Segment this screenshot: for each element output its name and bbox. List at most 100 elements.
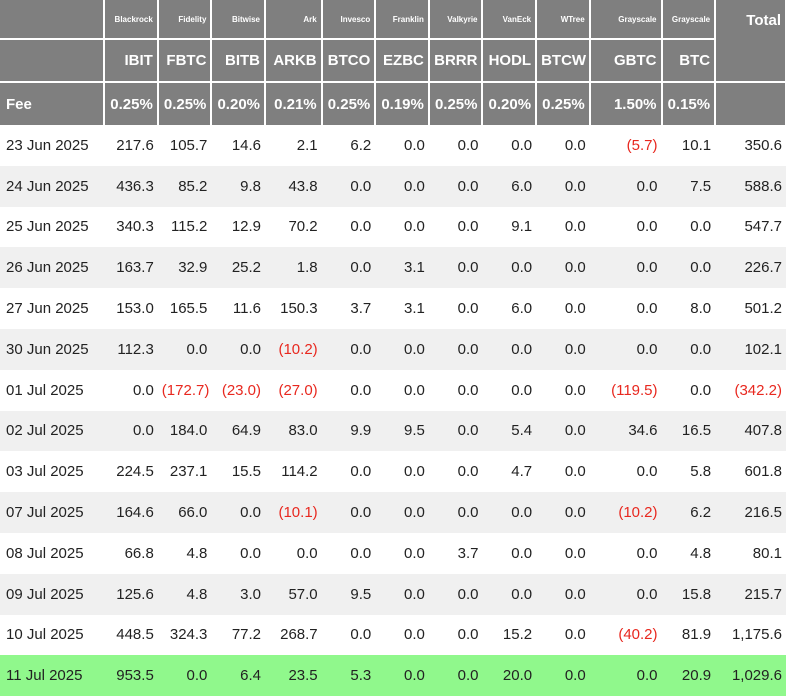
flow-value-brrr: 0.0	[457, 300, 479, 318]
flow-value-hodl: 0.0	[511, 381, 533, 399]
table-row: 27 Jun 2025 153.0 165.5 11.6 150.3 3.7 3.1 0.0 6…	[0, 288, 786, 329]
flow-value-ezbc: 0.0	[375, 492, 429, 533]
flow-value-bitb: (23.0)	[221, 381, 262, 399]
flow-value-btc: 7.5	[661, 165, 716, 207]
flow-value-brrr: 0.0	[428, 573, 483, 615]
row-total: 1,029.6	[715, 655, 786, 697]
row-date: 08 Jul 2025	[6, 544, 84, 562]
flow-value-bitb: 14.6	[231, 136, 262, 154]
flow-value-fbtc: 115.2	[170, 218, 208, 236]
flow-value-brrr: 0.0	[457, 626, 479, 644]
row-total: 407.8	[715, 410, 786, 452]
flow-value-gbtc: 0.0	[589, 165, 662, 207]
fee-value: 0.20%	[482, 81, 538, 125]
flow-value-gbtc: (40.2)	[618, 626, 658, 644]
flow-value-ezbc: 3.1	[404, 300, 425, 318]
flow-value-btco: 0.0	[321, 165, 376, 207]
flow-value-btc: 16.5	[661, 410, 716, 452]
row-total: (342.2)	[734, 381, 782, 399]
flow-value-hodl: 4.7	[511, 463, 533, 481]
row-total: 215.7	[715, 573, 786, 615]
flow-value-btc: 15.8	[661, 573, 716, 615]
flow-value-ibit: 436.3	[104, 165, 158, 207]
row-total: 216.5	[715, 492, 786, 533]
flow-value-gbtc: 34.6	[589, 410, 662, 452]
fee-value: 0.25%	[428, 81, 484, 125]
flow-value-fbtc: 0.0	[157, 328, 212, 370]
flow-value-btcw: 0.0	[536, 492, 590, 533]
flow-value-brrr: 0.0	[457, 463, 479, 481]
flow-value-hodl: 0.0	[482, 492, 537, 533]
flow-value-gbtc: 0.0	[636, 218, 658, 236]
flow-value-arkb: (10.1)	[265, 492, 322, 533]
ticker-header: HODL	[482, 38, 538, 82]
flow-value-ibit: 953.5	[104, 655, 158, 697]
flow-value-gbtc: 0.0	[636, 463, 658, 481]
row-date: 25 Jun 2025	[6, 218, 89, 236]
flow-value-gbtc: (119.5)	[611, 381, 658, 399]
flow-value-btcw: 0.0	[564, 136, 586, 154]
row-date: 03 Jul 2025	[6, 463, 84, 481]
table-row: 07 Jul 2025 164.6 66.0 0.0 (10.1) 0.0 0.0 0.0 0.…	[0, 492, 786, 533]
flow-value-arkb: 70.2	[288, 218, 318, 236]
flow-value-gbtc: 0.0	[589, 328, 662, 370]
flow-value-btcw: 0.0	[564, 300, 586, 318]
fee-value: 0.21%	[265, 81, 323, 125]
issuer-header: WTree	[536, 0, 591, 39]
flow-value-ezbc: 0.0	[375, 655, 429, 697]
flow-value-hodl: 0.0	[482, 328, 537, 370]
flow-value-hodl: 6.0	[511, 300, 533, 318]
flow-value-ezbc: 0.0	[375, 328, 429, 370]
flow-value-arkb: 43.8	[265, 165, 322, 207]
flow-value-arkb: (27.0)	[278, 381, 318, 399]
row-date: 01 Jul 2025	[6, 381, 84, 399]
table-row: 08 Jul 2025 66.8 4.8 0.0 0.0 0.0 0.0 3.7 0.0 0.0 0…	[0, 533, 786, 574]
issuer-header: Bitwise	[211, 0, 267, 39]
fee-value: 0.20%	[211, 81, 267, 125]
table-row: 23 Jun 2025 217.6 105.7 14.6 2.1 6.2 0.0 0.0 0.0…	[0, 125, 786, 166]
flow-value-gbtc: 0.0	[636, 544, 658, 562]
table-row: 02 Jul 2025 0.0 184.0 64.9 83.0 9.9 9.5 0.0 5.4 0…	[0, 410, 786, 452]
flow-value-btco: 0.0	[350, 544, 372, 562]
flow-value-bitb: 9.8	[211, 165, 266, 207]
row-date: 07 Jul 2025	[0, 492, 105, 533]
flow-value-ezbc: 0.0	[404, 463, 425, 481]
flow-value-hodl: 20.0	[482, 655, 537, 697]
flow-value-hodl: 5.4	[482, 410, 537, 452]
row-date: 02 Jul 2025	[0, 410, 105, 452]
row-date: 26 Jun 2025	[0, 247, 105, 289]
flow-value-bitb: 15.5	[231, 463, 262, 481]
flow-value-ibit: 66.8	[124, 544, 154, 562]
flow-value-btco: 0.0	[350, 218, 372, 236]
fee-total-blank	[715, 81, 787, 125]
flow-value-ezbc: 0.0	[404, 381, 425, 399]
flow-value-hodl: 6.0	[482, 165, 537, 207]
flow-value-ezbc: 0.0	[375, 165, 429, 207]
flow-value-btco: 0.0	[321, 492, 376, 533]
flow-value-ibit: 224.5	[116, 463, 154, 481]
row-date: 11 Jul 2025	[0, 655, 105, 697]
row-total: 547.7	[744, 218, 782, 236]
flow-value-brrr: 0.0	[428, 328, 483, 370]
row-date: 10 Jul 2025	[6, 626, 84, 644]
flow-value-gbtc: 0.0	[589, 573, 662, 615]
row-total: 1,175.6	[731, 626, 782, 644]
flow-value-hodl: 9.1	[511, 218, 533, 236]
flow-value-btc: 4.8	[690, 544, 712, 562]
row-date: 24 Jun 2025	[0, 165, 105, 207]
flow-value-btco: 3.7	[350, 300, 372, 318]
table-row: 25 Jun 2025 340.3 115.2 12.9 70.2 0.0 0.0 0.0 9.…	[0, 207, 786, 248]
issuer-header-row: Blackrock Fidelity Bitwise Ark Invesco F…	[0, 0, 787, 82]
flow-value-btco: 9.9	[321, 410, 376, 452]
flow-value-btc: 0.0	[661, 328, 716, 370]
flow-value-brrr: 0.0	[428, 655, 483, 697]
flow-value-btc: 0.0	[690, 381, 712, 399]
ticker-header: BTCW	[536, 38, 591, 82]
flow-value-brrr: 0.0	[428, 492, 483, 533]
flow-value-bitb: 0.0	[211, 492, 266, 533]
issuer-header: Valkyrie	[428, 0, 484, 39]
flow-value-hodl: 0.0	[511, 544, 533, 562]
ticker-header: BITB	[211, 38, 267, 82]
flow-value-btc: 20.9	[661, 655, 716, 697]
flow-value-gbtc: 0.0	[589, 247, 662, 289]
